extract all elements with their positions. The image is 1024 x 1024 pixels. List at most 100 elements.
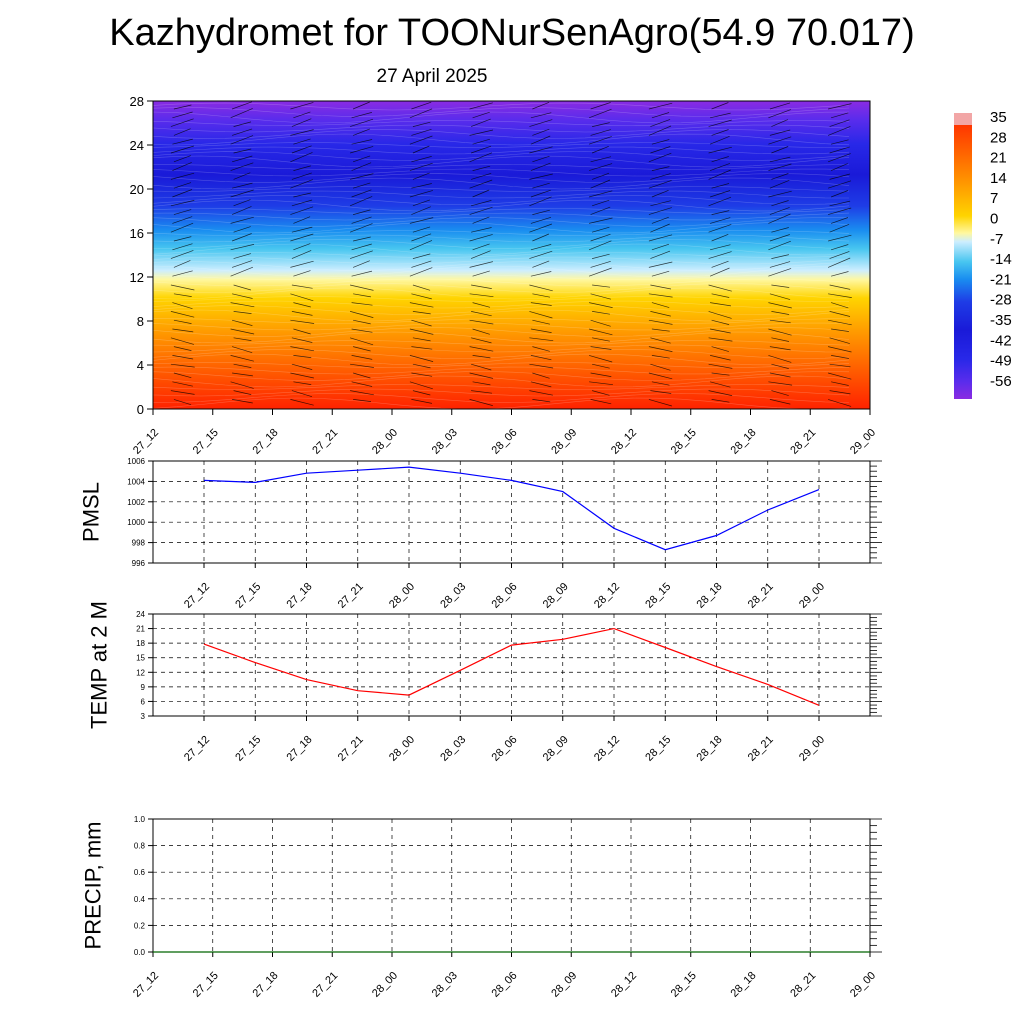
wind-barb xyxy=(711,260,729,268)
wind-barb xyxy=(411,156,432,163)
wind-barb xyxy=(351,162,372,171)
x-tick-label: 28_15 xyxy=(669,970,699,1000)
pmsl-panel: 996 998 1000 1002 1004 1006 27_12 27_15 27_18 27_… xyxy=(79,457,882,611)
wind-barb xyxy=(173,319,192,324)
wind-barb xyxy=(291,250,312,259)
y-tick-label: 996 xyxy=(132,559,146,568)
wind-barb xyxy=(291,172,312,180)
wind-barb xyxy=(231,260,253,268)
series-line xyxy=(203,466,820,551)
wind-barb xyxy=(532,260,550,268)
wind-barb xyxy=(769,207,790,215)
wind-barb xyxy=(650,119,671,127)
x-tick-label: 27_12 xyxy=(182,734,212,764)
wind-barb xyxy=(233,121,252,127)
wind-barb xyxy=(769,399,791,405)
x-tick-label: 28_09 xyxy=(541,581,571,611)
wind-barb xyxy=(409,267,433,277)
isotherm-line xyxy=(152,155,850,168)
precip-panel: 0.0 0.2 0.4 0.6 0.8 1.0 27_12 27_15 27_18 27_21 28… xyxy=(81,815,882,1000)
y-tick-label: 1004 xyxy=(127,477,145,486)
wind-barb xyxy=(827,180,852,189)
isotherm-line xyxy=(152,230,850,236)
wind-barb xyxy=(648,372,673,380)
x-tick-label: 28_15 xyxy=(643,581,673,611)
y-tick-label: 12 xyxy=(136,668,145,677)
wind-barb xyxy=(532,101,550,110)
wind-barb xyxy=(529,146,553,154)
x-tick-label: 29_00 xyxy=(848,427,878,457)
wind-barb xyxy=(231,128,253,136)
wind-barb xyxy=(529,223,553,233)
wind-barb xyxy=(172,243,193,251)
wind-barb xyxy=(591,199,610,207)
wind-barb xyxy=(351,270,373,277)
wind-barb xyxy=(290,372,314,379)
wind-barb xyxy=(829,337,850,344)
wind-barb xyxy=(590,102,611,110)
wind-barb xyxy=(648,346,673,352)
wind-barb xyxy=(349,337,374,346)
wind-barb xyxy=(349,196,373,207)
wind-barb xyxy=(591,145,609,154)
wind-barb xyxy=(768,328,792,336)
wind-barb xyxy=(648,102,673,110)
wind-barb xyxy=(173,155,191,163)
x-tick-label: 27_21 xyxy=(310,970,340,1000)
temperature-field xyxy=(153,101,870,409)
wind-barb xyxy=(589,217,613,224)
wind-barb xyxy=(830,217,849,224)
wind-barb xyxy=(412,253,431,259)
wind-barb xyxy=(710,302,731,307)
wind-barb xyxy=(711,129,729,136)
isotherm-line xyxy=(152,234,850,243)
wind-barb xyxy=(293,328,311,335)
wind-barb xyxy=(409,302,434,308)
x-tick-label: 29_00 xyxy=(797,734,827,764)
wind-barb xyxy=(351,328,373,333)
wind-barb xyxy=(829,363,851,368)
temp-2m-panel: 3 6 9 12 15 18 21 24 27_12 27_15 27_18 27_21 28_00 28… xyxy=(87,601,882,764)
wind-barb xyxy=(291,284,313,289)
colorbar-gradient xyxy=(954,113,972,399)
wind-barb xyxy=(592,226,610,233)
wind-barb xyxy=(170,172,195,180)
wind-barb xyxy=(771,254,789,259)
y-tick-label: 21 xyxy=(136,625,145,634)
wind-barb xyxy=(173,128,191,136)
wind-barb xyxy=(648,234,673,242)
wind-barb xyxy=(648,319,673,325)
wind-barb xyxy=(588,267,612,277)
isotherm-line xyxy=(152,186,850,192)
isotherm-line xyxy=(152,177,850,190)
wind-barb xyxy=(529,173,553,180)
wind-barb xyxy=(469,293,494,298)
wind-barb xyxy=(469,261,493,268)
wind-barb xyxy=(412,337,431,342)
wind-barb xyxy=(291,226,313,233)
wind-barb xyxy=(409,217,434,224)
y-tick-label: 24 xyxy=(136,610,145,619)
wind-barb xyxy=(170,118,194,127)
y-tick-label: 1000 xyxy=(127,518,145,527)
wind-barb xyxy=(170,311,195,318)
wind-barb xyxy=(530,112,552,119)
y-tick-label: 24 xyxy=(130,138,144,153)
wind-barb xyxy=(411,101,432,110)
wind-barb xyxy=(290,399,314,406)
y-tick-label: 0.6 xyxy=(134,868,146,877)
wind-barb xyxy=(768,213,791,224)
x-tick-label: 27_12 xyxy=(182,581,212,611)
wind-barb xyxy=(471,200,492,207)
wind-barb xyxy=(170,200,195,207)
colorbar-label: -49 xyxy=(990,353,1012,370)
wind-barb xyxy=(232,319,253,326)
wind-barb xyxy=(173,209,192,215)
wind-barb xyxy=(472,165,491,171)
isotherm-line xyxy=(152,278,850,287)
wind-barb xyxy=(769,261,791,268)
wind-barb xyxy=(233,390,252,395)
wind-barb xyxy=(173,346,192,351)
wind-barb xyxy=(768,136,792,145)
wind-barb xyxy=(291,199,313,207)
